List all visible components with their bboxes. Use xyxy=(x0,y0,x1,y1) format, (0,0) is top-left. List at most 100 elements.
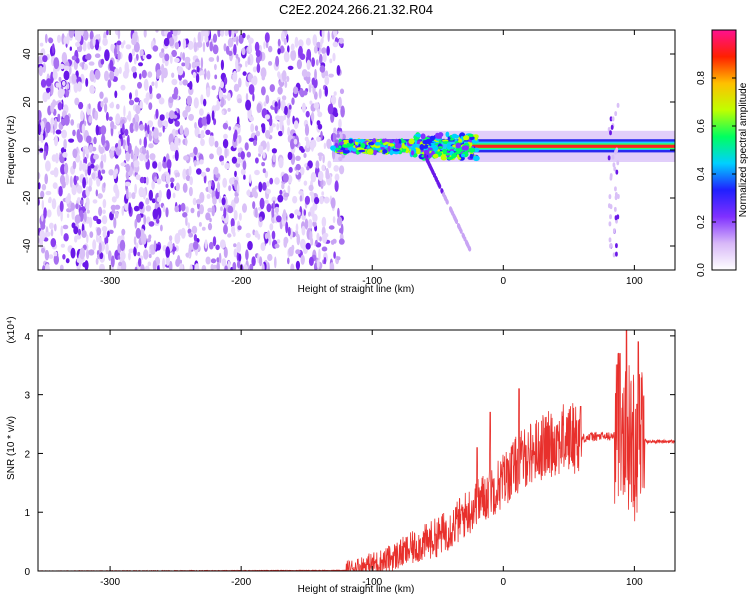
noise-cell xyxy=(295,249,301,255)
spike-cell xyxy=(609,116,613,122)
noise-cell xyxy=(121,206,125,216)
signal-cell xyxy=(469,153,474,159)
noise-cell xyxy=(294,36,299,48)
noise-cell xyxy=(80,110,84,122)
noise-cell xyxy=(287,226,291,237)
noise-cell xyxy=(206,114,211,125)
noise-cell xyxy=(308,256,314,266)
spike-cell xyxy=(614,111,618,117)
noise-cell xyxy=(96,218,102,225)
noise-cell xyxy=(108,169,114,176)
noise-cell xyxy=(75,41,81,48)
noise-cell xyxy=(210,258,217,264)
noise-cell xyxy=(105,111,109,121)
signal-cell xyxy=(441,148,448,155)
noise-cell xyxy=(139,49,144,57)
noise-cell xyxy=(291,97,295,105)
noise-cell xyxy=(172,30,178,37)
noise-cell xyxy=(97,193,103,199)
noise-cell xyxy=(310,142,314,152)
noise-cell xyxy=(238,77,242,88)
noise-cell xyxy=(38,182,41,190)
noise-cell xyxy=(134,147,140,157)
noise-cell xyxy=(320,180,324,186)
signal-cell xyxy=(387,145,391,152)
noise-cell xyxy=(60,209,63,222)
noise-cell xyxy=(301,225,306,236)
noise-cell xyxy=(200,94,204,105)
noise-cell xyxy=(179,263,184,270)
noise-cell xyxy=(128,52,133,63)
noise-cell xyxy=(82,177,86,189)
noise-cell xyxy=(179,80,183,86)
signal-cell xyxy=(372,149,377,156)
noise-cell xyxy=(312,34,318,47)
noise-cell xyxy=(109,102,115,109)
noise-cell xyxy=(131,48,136,57)
noise-cell xyxy=(147,124,150,135)
noise-cell xyxy=(40,49,43,61)
noise-cell xyxy=(299,53,306,60)
noise-cell xyxy=(206,193,211,199)
noise-cell xyxy=(287,185,291,195)
noise-cell xyxy=(79,166,82,172)
noise-cell xyxy=(188,232,194,238)
noise-cell xyxy=(85,54,89,60)
noise-cell xyxy=(168,110,175,120)
noise-cell xyxy=(330,197,336,209)
noise-cell xyxy=(240,168,246,176)
noise-cell xyxy=(263,101,267,107)
noise-cell xyxy=(40,222,46,230)
noise-cell xyxy=(310,193,315,203)
noise-cell xyxy=(290,49,297,61)
noise-cell xyxy=(100,125,107,135)
noise-cell xyxy=(266,188,271,195)
noise-cell xyxy=(123,105,126,117)
noise-cell xyxy=(64,114,70,126)
spike-cell xyxy=(612,252,616,258)
noise-cell xyxy=(232,70,238,83)
spike-cell xyxy=(616,102,620,108)
noise-cell xyxy=(140,233,147,245)
noise-cell xyxy=(89,69,95,82)
noise-cell xyxy=(248,84,255,95)
signal-cell xyxy=(354,138,362,143)
noise-cell xyxy=(170,182,174,189)
noise-cell xyxy=(134,121,139,131)
signal-cell xyxy=(458,138,463,143)
noise-cell xyxy=(223,246,228,259)
noise-cell xyxy=(138,257,142,267)
noise-cell xyxy=(38,110,42,121)
noise-cell xyxy=(175,182,180,192)
noise-cell xyxy=(277,71,281,78)
noise-cell xyxy=(228,185,232,192)
noise-cell xyxy=(340,105,345,118)
noise-cell xyxy=(279,189,283,195)
noise-cell xyxy=(45,87,51,93)
noise-cell xyxy=(200,171,207,177)
signal-cell xyxy=(453,152,461,155)
noise-cell xyxy=(261,162,265,167)
noise-cell xyxy=(94,34,101,40)
noise-cell xyxy=(43,207,47,219)
noise-cell xyxy=(52,182,58,190)
noise-cell xyxy=(76,185,83,194)
noise-cell xyxy=(220,160,225,166)
noise-cell xyxy=(46,209,52,218)
noise-cell xyxy=(133,41,140,53)
noise-cell xyxy=(135,53,139,61)
noise-cell xyxy=(41,213,44,222)
noise-cell xyxy=(99,146,105,154)
noise-cell xyxy=(208,241,214,250)
noise-cell xyxy=(227,233,232,238)
noise-cell xyxy=(53,57,60,70)
noise-cell xyxy=(84,169,88,177)
noise-cell xyxy=(316,136,321,143)
noise-cell xyxy=(86,135,92,144)
noise-cell xyxy=(305,110,310,118)
noise-cell xyxy=(169,177,175,183)
noise-cell xyxy=(73,226,79,235)
noise-cell xyxy=(121,228,126,236)
spike-cell xyxy=(609,130,612,136)
noise-cell xyxy=(192,240,199,250)
